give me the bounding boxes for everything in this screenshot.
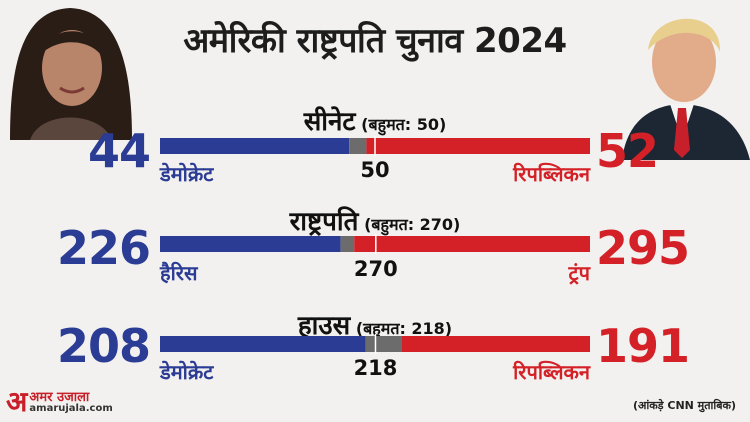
senate-title-text: सीनेट (303, 107, 356, 137)
senate-title: सीनेट (बहुमत: 50) (160, 102, 590, 138)
logo-hindi: अमर उजाला (29, 389, 90, 405)
senate-democrat-seats: 44 (87, 124, 151, 178)
source-note: (आंकड़े CNN मुताबिक) (632, 399, 736, 412)
trump-bar (354, 236, 590, 252)
senate-republican-bar (366, 138, 590, 154)
logo-mark: अ (6, 385, 28, 418)
house-democrat-bar (160, 336, 366, 352)
trump-electoral-votes: 295 (596, 221, 690, 275)
trump-portrait (622, 18, 750, 160)
president-majority-label: (बहुमत: 270) (364, 215, 461, 234)
president-undecided-bar (340, 236, 355, 252)
harris-portrait (10, 8, 132, 140)
house-republican-bar (401, 336, 590, 352)
senate-republican-label: रिपब्लिकन (513, 162, 590, 186)
senate-democrat-bar (160, 138, 350, 154)
harris-bar (160, 236, 341, 252)
harris-electoral-votes: 226 (56, 221, 151, 275)
senate-majority-label: (बहुमत: 50) (361, 115, 447, 134)
harris-label: हैरिस (160, 261, 198, 285)
president-majority-value: 270 (353, 257, 398, 281)
senate-bar (160, 136, 590, 156)
amarujala-logo: अ अमर उजाला amarujala.com (6, 388, 113, 416)
house-democrat-label: डेमोक्रेट (160, 360, 214, 384)
senate-undecided-bar (349, 138, 367, 154)
logo-english: amarujala.com (29, 402, 113, 414)
president-title: राष्ट्रपति (बहुमत: 270) (160, 202, 590, 238)
house-bar (160, 334, 590, 354)
house-majority-value: 218 (353, 356, 398, 380)
chart-title: अमेरिकी राष्ट्रपति चुनाव 2024 (183, 21, 567, 61)
house-democrat-seats: 208 (56, 319, 151, 373)
house-republican-label: रिपब्लिकन (513, 360, 590, 384)
house-republican-seats: 191 (596, 319, 690, 373)
president-title-text: राष्ट्रपति (289, 207, 359, 237)
trump-label: ट्रंप (568, 261, 590, 285)
house-undecided-bar (365, 336, 402, 352)
senate-majority-value: 50 (360, 158, 390, 182)
house-majority-label: (बहुमत: 218) (355, 319, 453, 338)
president-bar (160, 234, 590, 254)
senate-democrat-label: डेमोक्रेट (160, 162, 214, 186)
senate-republican-seats: 52 (596, 124, 659, 178)
